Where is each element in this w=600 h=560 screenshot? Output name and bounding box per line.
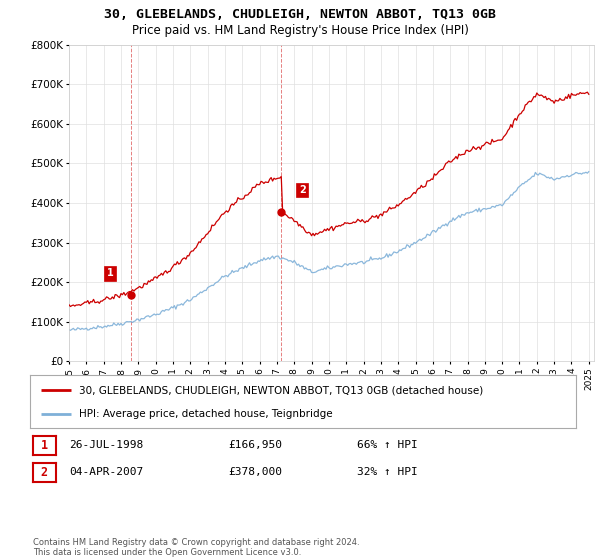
Text: Contains HM Land Registry data © Crown copyright and database right 2024.
This d: Contains HM Land Registry data © Crown c…	[33, 538, 359, 557]
Text: 32% ↑ HPI: 32% ↑ HPI	[357, 466, 418, 477]
Text: 26-JUL-1998: 26-JUL-1998	[69, 440, 143, 450]
Text: £378,000: £378,000	[228, 466, 282, 477]
Text: 66% ↑ HPI: 66% ↑ HPI	[357, 440, 418, 450]
Text: Price paid vs. HM Land Registry's House Price Index (HPI): Price paid vs. HM Land Registry's House …	[131, 24, 469, 36]
Text: £166,950: £166,950	[228, 440, 282, 450]
Text: HPI: Average price, detached house, Teignbridge: HPI: Average price, detached house, Teig…	[79, 408, 333, 418]
Text: 30, GLEBELANDS, CHUDLEIGH, NEWTON ABBOT, TQ13 0GB: 30, GLEBELANDS, CHUDLEIGH, NEWTON ABBOT,…	[104, 8, 496, 21]
Text: 04-APR-2007: 04-APR-2007	[69, 466, 143, 477]
Text: 30, GLEBELANDS, CHUDLEIGH, NEWTON ABBOT, TQ13 0GB (detached house): 30, GLEBELANDS, CHUDLEIGH, NEWTON ABBOT,…	[79, 385, 484, 395]
Text: 1: 1	[41, 439, 48, 452]
Text: 2: 2	[41, 465, 48, 479]
Text: 2: 2	[299, 185, 305, 195]
Text: 1: 1	[107, 268, 113, 278]
